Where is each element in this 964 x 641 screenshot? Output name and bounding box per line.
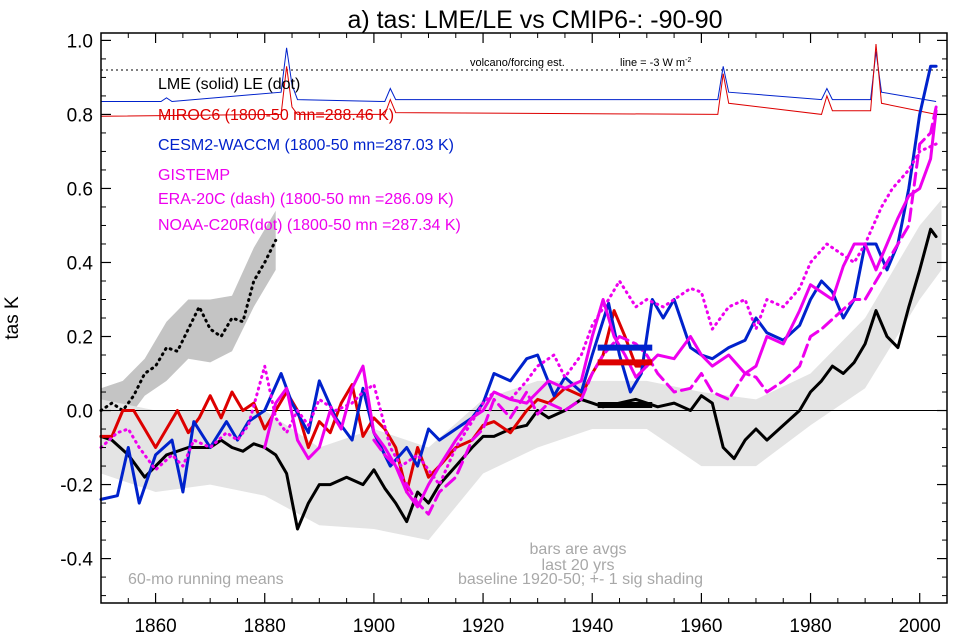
bars-note: bars are avgs [530, 541, 627, 558]
series-noaa-c20r [99, 142, 938, 487]
y-tick-label: 0.2 [67, 328, 93, 349]
y-tick-label: 0.8 [67, 105, 93, 126]
avg-bar-layer [597, 344, 653, 408]
x-tick-label: 1960 [680, 616, 722, 637]
line-label: line = -3 W m-2 [620, 57, 691, 69]
legend-gistemp: GISTEMP [158, 167, 230, 184]
x-tick-label: 1980 [789, 616, 831, 637]
x-tick-label: 1860 [134, 616, 176, 637]
shading-layer [101, 199, 942, 541]
y-tick-label: 0.0 [67, 402, 93, 423]
y-tick-label: 0.6 [67, 179, 93, 200]
legend-miroc6: MIROC6 (1800-50 mn=288.46 K) [158, 107, 394, 124]
bars-note-2: last 20 yrs [542, 557, 615, 574]
y-tick-label: -0.4 [60, 550, 93, 571]
y-tick-label: -0.2 [60, 476, 93, 497]
x-tick-label: 2000 [899, 616, 941, 637]
legend-lme-le: LME (solid) LE (dot) [158, 76, 300, 93]
series-layer [99, 64, 938, 531]
line-label-text: line = -3 W m [620, 57, 685, 69]
forcing-line-0 [101, 47, 937, 103]
axis-layer: -0.4 -0.2 0.0 0.2 0.4 0.6 0.8 1.0 1860 1880 1900 19… [60, 31, 948, 637]
x-tick-label: 1920 [462, 616, 504, 637]
series-cesm2-waccm [99, 64, 938, 505]
baseline-note: baseline 1920-50; +- 1 sig shading [458, 571, 703, 588]
x-tick-label: 1940 [571, 616, 613, 637]
x-tick-label: 1880 [244, 616, 286, 637]
legend: LME (solid) LE (dot) MIROC6 (1800-50 mn=… [158, 76, 461, 234]
series-gistemp [263, 109, 938, 509]
legend-noaa-c20r: NOAA-C20R(dot) (1800-50 mn =287.34 K) [158, 217, 461, 234]
y-axis-label: tas K [2, 296, 23, 340]
series-era-20c [372, 105, 938, 516]
shading-band-0 [101, 210, 276, 433]
forcing-layer [100, 44, 937, 117]
volcano-label: volcano/forcing est. [470, 57, 565, 69]
running-means-note: 60-mo running means [128, 571, 284, 588]
line-label-sup: -2 [685, 57, 691, 64]
y-tick-label: 1.0 [67, 31, 93, 52]
forcing-line-1 [100, 44, 937, 117]
legend-era-20c: ERA-20C (dash) (1800-50 mn =286.09 K) [158, 191, 454, 208]
y-tick-label: 0.4 [67, 253, 94, 274]
shading-band-1 [101, 199, 942, 541]
chart-title: a) tas: LME/LE vs CMIP6-: -90-90 [347, 6, 722, 34]
legend-cesm2-waccm: CESM2-WACCM (1800-50 mn=287.03 K) [158, 137, 454, 154]
x-tick-label: 1900 [353, 616, 395, 637]
series-le [99, 238, 278, 412]
